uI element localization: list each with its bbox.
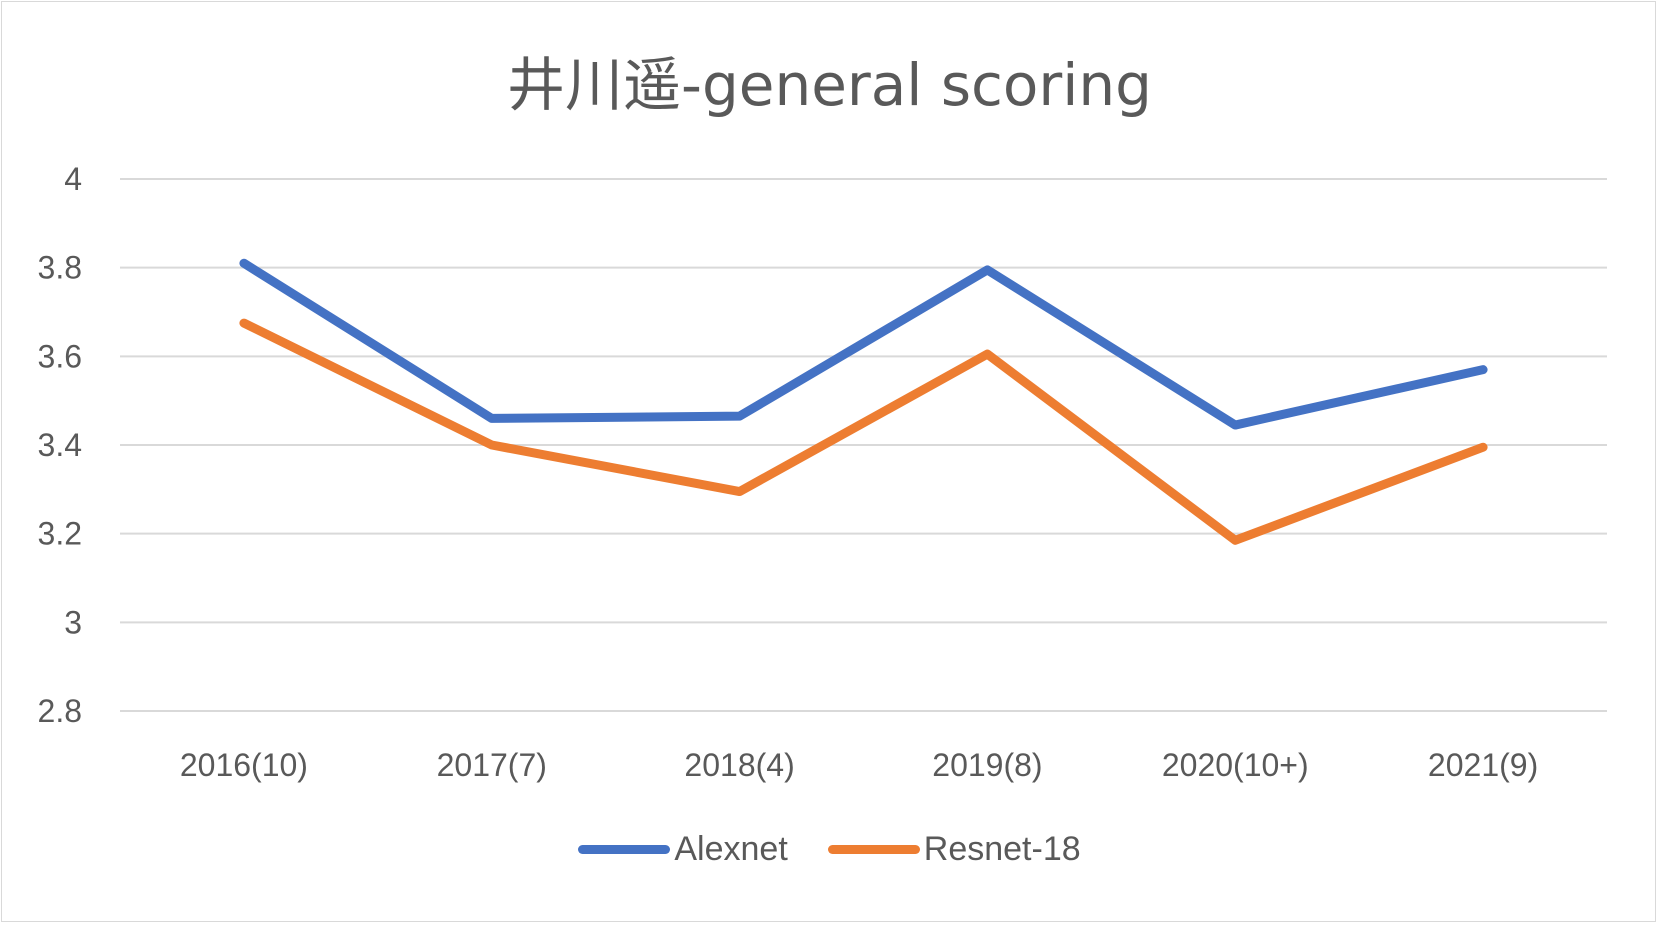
y-axis-ticks: 4 3.8 3.6 3.4 3.2 3 2.8 bbox=[38, 161, 82, 729]
legend-swatch-alexnet bbox=[578, 845, 671, 854]
series-line-alexnet bbox=[239, 258, 1488, 430]
x-tick-label: 2017(7) bbox=[437, 747, 547, 783]
series-line-resnet-18 bbox=[239, 318, 1488, 545]
y-tick-label: 3 bbox=[64, 604, 82, 640]
legend: Alexnet Resnet-18 bbox=[0, 830, 1659, 869]
x-tick-label: 2020(10+) bbox=[1162, 747, 1309, 783]
gridlines bbox=[120, 178, 1607, 712]
legend-label-resnet-18: Resnet-18 bbox=[923, 830, 1081, 868]
x-tick-label: 2021(9) bbox=[1428, 747, 1538, 783]
x-tick-label: 2016(10) bbox=[180, 747, 308, 783]
series-lines bbox=[239, 258, 1488, 545]
y-tick-label: 2.8 bbox=[38, 693, 82, 729]
legend-item-alexnet: Alexnet bbox=[578, 830, 788, 869]
y-tick-label: 3.2 bbox=[38, 516, 82, 552]
legend-swatch-resnet-18 bbox=[827, 845, 920, 854]
legend-label-alexnet: Alexnet bbox=[674, 830, 788, 868]
y-tick-label: 3.4 bbox=[38, 427, 82, 463]
y-tick-label: 3.6 bbox=[38, 338, 82, 374]
x-tick-label: 2019(8) bbox=[932, 747, 1042, 783]
y-tick-label: 3.8 bbox=[38, 250, 82, 286]
legend-item-resnet-18: Resnet-18 bbox=[827, 830, 1081, 869]
chart-title: 井川遥-general scoring bbox=[507, 51, 1152, 119]
y-tick-label: 4 bbox=[64, 161, 82, 197]
x-axis-ticks: 2016(10) 2017(7) 2018(4) 2019(8) 2020(10+) 20… bbox=[180, 747, 1538, 783]
x-tick-label: 2018(4) bbox=[684, 747, 794, 783]
